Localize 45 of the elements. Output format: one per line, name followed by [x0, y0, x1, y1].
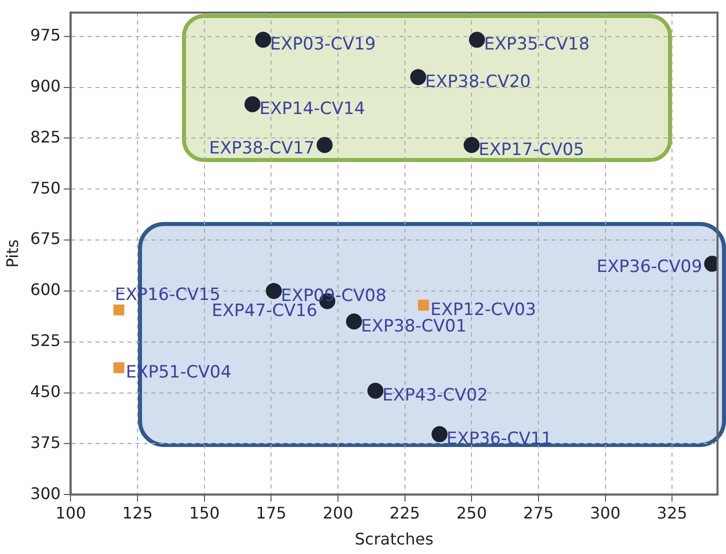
y-tick-label: 900 — [30, 76, 61, 96]
point — [468, 32, 485, 48]
x-tick-label: 125 — [122, 503, 153, 522]
point — [346, 313, 362, 330]
x-tick-label: 200 — [322, 503, 354, 522]
annotation: EXP38-CV17 — [209, 138, 315, 158]
y-tick-label: 300 — [30, 484, 61, 503]
x-tick-label: 275 — [523, 503, 554, 522]
x-tick-label: 300 — [590, 503, 621, 522]
point — [266, 282, 282, 299]
y-tick-label: 450 — [30, 382, 61, 401]
point — [367, 382, 384, 399]
x-tick-label: 175 — [256, 503, 286, 522]
x-tick-label: 250 — [456, 503, 487, 522]
point — [432, 426, 448, 442]
annotation: EXP47-CV16 — [212, 301, 318, 322]
point — [255, 32, 272, 48]
point — [113, 304, 124, 316]
point — [244, 96, 260, 112]
x-tick-label: 225 — [390, 503, 420, 522]
point — [464, 136, 480, 153]
x-tick-label: 100 — [55, 503, 86, 522]
y-tick-label: 675 — [30, 229, 61, 248]
annotation: EXP36-CV11 — [446, 429, 552, 450]
annotation: EXP03-CV19 — [270, 34, 376, 55]
point — [418, 300, 429, 311]
x-axis-title: Scratches — [354, 530, 434, 549]
x-tick-label: 325 — [656, 503, 688, 522]
x-tick-label: 150 — [189, 503, 220, 522]
annotation: EXP36-CV09 — [596, 257, 702, 278]
annotation: EXP38-CV20 — [425, 72, 531, 92]
point — [113, 362, 124, 374]
y-tick-label: 375 — [30, 432, 61, 452]
point — [410, 69, 426, 86]
y-tick-label: 525 — [30, 331, 61, 350]
y-tick-label: 825 — [30, 127, 61, 146]
annotation: EXP17-CV05 — [478, 140, 584, 160]
y-tick-label: 750 — [30, 178, 61, 198]
annotation: EXP14-CV14 — [259, 99, 366, 120]
annotation: EXP43-CV02 — [382, 386, 488, 406]
y-axis-title: Pits — [2, 239, 22, 268]
annotation: EXP35-CV18 — [484, 34, 590, 55]
y-tick-label: 975 — [30, 26, 61, 45]
y-tick-label: 600 — [30, 280, 61, 300]
point — [316, 136, 333, 153]
